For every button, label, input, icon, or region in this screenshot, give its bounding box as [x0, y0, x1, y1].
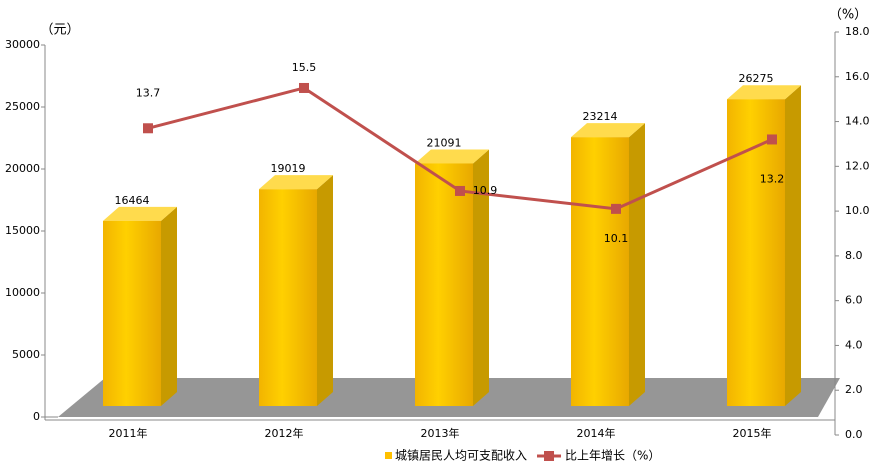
line-marker	[455, 185, 465, 196]
y2-axis-unit: （%）	[829, 8, 867, 23]
bar-value-label: 16464	[115, 194, 150, 207]
legend-swatch	[385, 452, 392, 459]
y-tick-label: 30000	[5, 38, 40, 51]
bar-side	[785, 85, 801, 406]
y2-tick-label: 0.0	[845, 428, 863, 441]
bar-top	[259, 175, 333, 190]
line-value-label: 10.9	[473, 184, 498, 197]
y2-tick-label: 16.0	[845, 70, 870, 83]
bar-value-label: 23214	[583, 110, 618, 123]
legend-swatch	[544, 451, 555, 461]
y-tick-label: 15000	[5, 224, 40, 237]
bar-top	[571, 123, 645, 138]
y-tick-label: 20000	[5, 162, 40, 175]
bar-side	[161, 206, 177, 406]
line-value-label: 15.5	[292, 61, 317, 74]
bar	[103, 220, 161, 406]
y-axis-unit: （元）	[40, 23, 79, 38]
y-tick-label: 10000	[5, 286, 40, 299]
x-tick-label: 2014年	[577, 426, 616, 440]
y2-tick-label: 18.0	[845, 25, 870, 38]
line-marker	[299, 82, 309, 93]
x-tick-label: 2015年	[733, 426, 772, 440]
bar-value-label: 19019	[271, 162, 306, 175]
bar	[259, 189, 317, 406]
bar	[415, 163, 473, 406]
y2-tick-label: 8.0	[845, 249, 863, 262]
x-tick-label: 2012年	[265, 426, 304, 440]
line-value-label: 13.7	[136, 86, 161, 99]
bar	[571, 137, 629, 406]
y2-tick-label: 14.0	[845, 115, 870, 128]
x-tick-label: 2013年	[421, 426, 460, 440]
bar	[727, 99, 785, 406]
bar-value-label: 26275	[739, 72, 774, 85]
y2-tick-label: 4.0	[845, 338, 863, 351]
y2-tick-label: 6.0	[845, 294, 863, 307]
bar-side	[473, 149, 489, 406]
bar-top	[103, 206, 177, 221]
y-tick-label: 0	[33, 410, 40, 423]
bar-value-label: 21091	[427, 136, 462, 149]
y-tick-label: 25000	[5, 100, 40, 113]
bar-top	[415, 149, 489, 164]
y2-tick-label: 12.0	[845, 159, 870, 172]
line-value-label: 10.1	[604, 232, 629, 245]
bar-top	[727, 85, 801, 100]
line-marker	[611, 203, 621, 214]
y2-tick-label: 10.0	[845, 204, 870, 217]
y2-tick-label: 2.0	[845, 383, 863, 396]
legend-label: 比上年增长（%）	[565, 449, 660, 463]
line-value-label: 13.2	[760, 172, 785, 185]
y-tick-label: 5000	[12, 348, 40, 361]
line-marker	[143, 123, 153, 134]
bar-side	[317, 175, 333, 406]
legend-label: 城镇居民人均可支配收入	[395, 449, 527, 463]
line-marker	[767, 134, 777, 145]
x-tick-label: 2011年	[109, 426, 148, 440]
bar-side	[629, 123, 645, 407]
